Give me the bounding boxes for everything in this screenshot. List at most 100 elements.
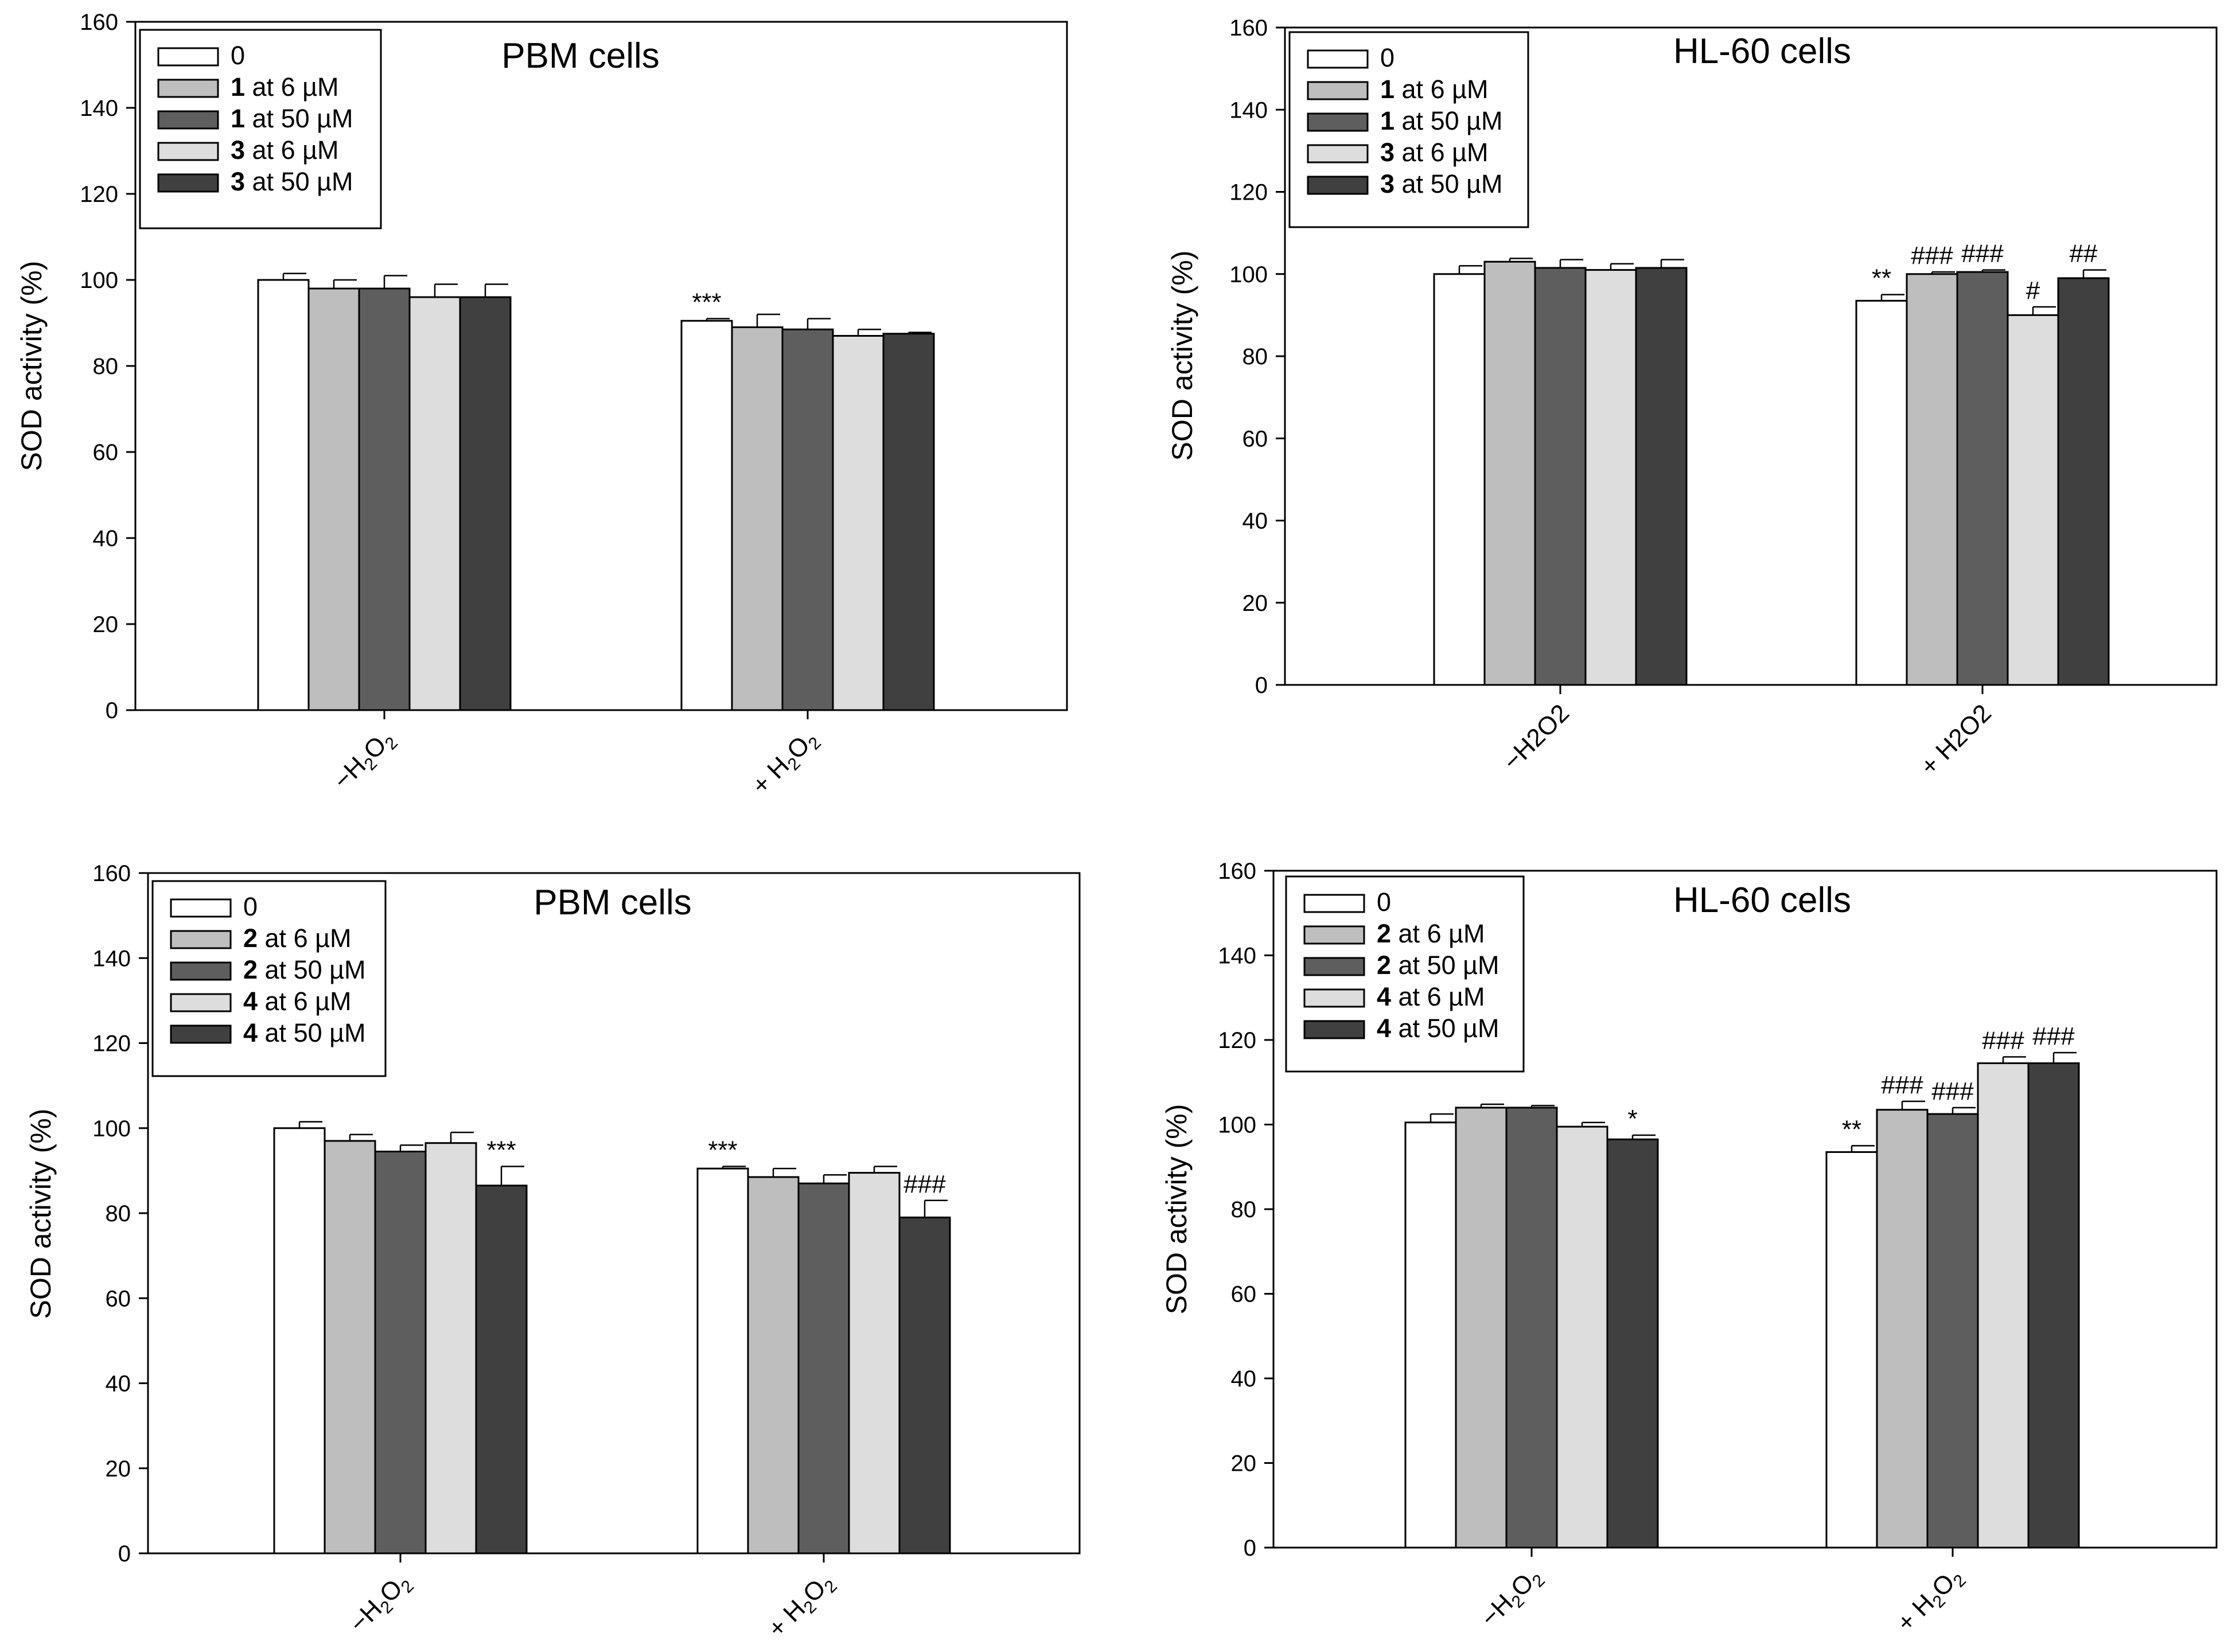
bar — [1926, 1113, 1979, 1549]
legend-label: 1 at 50 µM — [231, 104, 353, 133]
legend-label: 2 at 50 µM — [243, 955, 366, 984]
legend-label: 1 at 6 µM — [231, 72, 339, 102]
legend: 01 at 6 µM1 at 50 µM3 at 6 µM3 at 50 µM — [139, 29, 382, 229]
y-tick-label: 80 — [106, 1201, 131, 1226]
significance-label: ### — [2032, 1022, 2075, 1050]
legend-label: 3 at 6 µM — [231, 135, 339, 165]
bar — [257, 279, 310, 711]
significance-label: ### — [1961, 240, 2004, 268]
y-tick-label: 140 — [80, 96, 118, 121]
y-tick-label: 100 — [1218, 1113, 1256, 1138]
legend-label: 3 at 6 µM — [1380, 138, 1489, 167]
significance-label: ** — [1842, 1115, 1861, 1143]
y-tick-label: 0 — [106, 698, 118, 723]
y-tick-label: 140 — [92, 946, 131, 971]
bar — [374, 1151, 427, 1554]
y-tick-label: 20 — [106, 1456, 131, 1482]
y-tick-label: 100 — [80, 268, 118, 293]
legend-swatch — [170, 993, 232, 1012]
bar — [797, 1182, 850, 1554]
chart-panel-hl60-bottom: SOD activity (%) HL-60 cells 0 20 40 60 80 10… — [1160, 859, 2218, 1637]
y-axis-label: SOD activity (%) — [25, 1109, 57, 1319]
legend-label: 2 at 50 µM — [1377, 950, 1499, 980]
bar — [1956, 271, 2009, 686]
y-tick-label: 40 — [1242, 509, 1268, 534]
legend-label: 2 at 6 µM — [243, 924, 352, 953]
bar — [424, 1142, 477, 1554]
y-tick-label: 0 — [118, 1541, 131, 1567]
chart-title: HL-60 cells — [1673, 880, 1851, 920]
bar — [1455, 1106, 1508, 1549]
chart-title: PBM cells — [501, 36, 660, 76]
y-tick-label: 80 — [1231, 1197, 1257, 1222]
legend-label: 4 at 50 µM — [243, 1018, 366, 1047]
bar — [882, 333, 935, 711]
y-tick-label: 120 — [1229, 180, 1268, 205]
legend-swatch — [1307, 144, 1369, 163]
significance-label: # — [2026, 276, 2040, 305]
bar — [731, 326, 784, 711]
legend-label: 1 at 50 µM — [1380, 106, 1503, 135]
legend-swatch — [1303, 1020, 1365, 1039]
bar — [459, 296, 512, 711]
y-axis-ticks: 0 20 40 60 80 100 120 140 160 — [1229, 15, 1285, 698]
bar — [1855, 299, 1908, 686]
y-tick-label: 80 — [93, 354, 119, 379]
bar — [2057, 277, 2110, 686]
chart-panel-hl60-top: SOD activity (%) HL-60 cells 0 20 40 60 80 10… — [1166, 15, 2218, 781]
legend-label: 3 at 50 µM — [1380, 169, 1503, 198]
legend-swatch — [157, 47, 219, 67]
y-axis-ticks: 0 20 40 60 80 100 120 140 160 — [80, 10, 135, 723]
significance-label: ### — [1982, 1027, 2024, 1055]
bar — [832, 335, 885, 711]
y-tick-label: 60 — [106, 1286, 131, 1311]
bar-group: **### ###### — [1433, 240, 2110, 694]
y-tick-label: 20 — [1231, 1451, 1257, 1476]
bar — [1977, 1062, 2030, 1549]
legend-label: 0 — [231, 41, 245, 70]
legend-swatch — [157, 110, 219, 130]
significance-label: * — [1627, 1105, 1637, 1133]
bar — [848, 1172, 901, 1554]
y-axis-label: SOD activity (%) — [15, 261, 48, 472]
legend-swatch — [1307, 176, 1369, 195]
significance-label: ### — [1881, 1071, 1923, 1099]
bar — [2007, 314, 2059, 686]
bar — [781, 328, 834, 711]
legend-label: 0 — [1380, 43, 1395, 72]
significance-label: ** — [1872, 264, 1891, 293]
y-tick-label: 60 — [1242, 426, 1268, 451]
y-tick-label: 160 — [1218, 859, 1256, 884]
bar — [1606, 1138, 1659, 1549]
y-tick-label: 80 — [1242, 344, 1268, 369]
significance-label: ### — [1911, 241, 1953, 270]
bar — [1584, 269, 1637, 686]
bar — [1825, 1151, 1878, 1549]
bar — [273, 1127, 326, 1554]
bar — [1505, 1106, 1558, 1549]
bar-group: * **### ###### ### — [1404, 1022, 2080, 1557]
significance-label: ### — [1931, 1077, 1974, 1105]
legend: 0 2 at 6 µM2 at 50 µM 4 at 6 µM4 at 50 µM — [151, 880, 387, 1077]
y-tick-label: 100 — [92, 1116, 131, 1141]
legend-swatch — [170, 930, 232, 949]
bar — [1433, 273, 1486, 686]
y-tick-label: 160 — [92, 861, 131, 886]
y-tick-label: 60 — [1231, 1282, 1257, 1307]
bar — [1534, 267, 1587, 686]
legend-label: 4 at 50 µM — [1377, 1014, 1499, 1043]
legend: 01 at 6 µM1 at 50 µM3 at 6 µM3 at 50 µM — [1288, 31, 1529, 228]
bar-group: *** — [257, 272, 935, 719]
y-tick-label: 20 — [1242, 591, 1268, 616]
y-axis-label: SOD activity (%) — [1166, 251, 1198, 461]
legend-label: 0 — [243, 892, 258, 921]
bar — [747, 1176, 800, 1554]
y-tick-label: 120 — [1218, 1028, 1256, 1053]
legend-swatch — [157, 79, 219, 98]
bar — [1483, 260, 1536, 686]
legend-label: 4 at 6 µM — [1377, 982, 1485, 1011]
legend-swatch — [170, 898, 232, 918]
bar — [475, 1185, 528, 1554]
y-tick-label: 120 — [92, 1031, 131, 1057]
